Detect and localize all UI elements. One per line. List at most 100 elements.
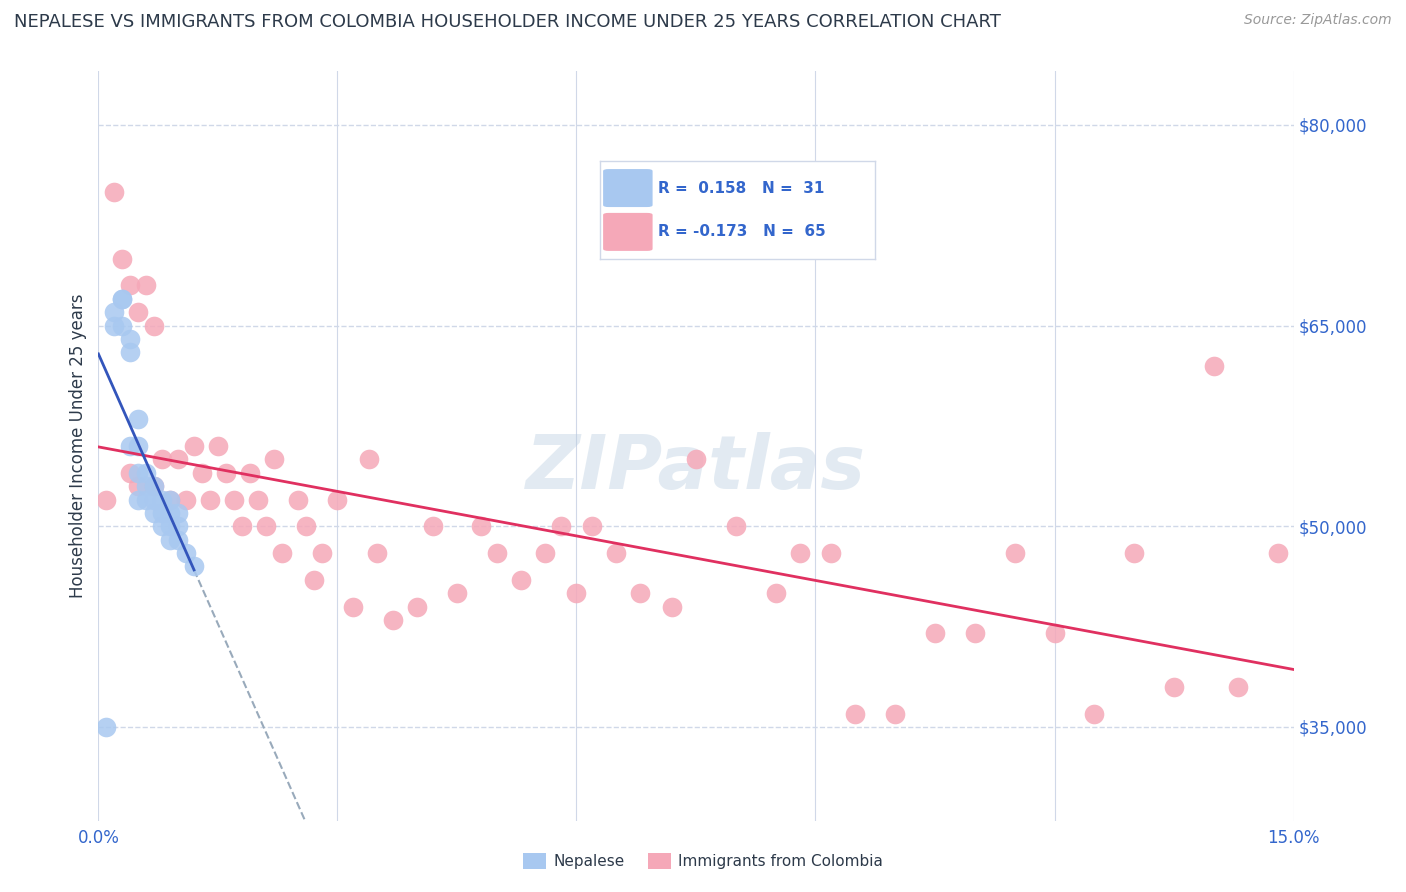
Point [287,492,309,507]
Point [1163,680,1185,694]
Point [120,278,142,293]
Point [565,586,588,600]
Point [294,519,316,533]
Point [103,185,125,199]
Point [1226,680,1249,694]
Point [326,492,349,507]
Point [844,706,866,721]
Point [159,492,181,507]
Point [135,479,157,493]
Point [143,492,166,507]
Point [963,626,986,640]
Point [183,439,205,453]
Point [924,626,946,640]
Point [143,318,166,333]
Point [120,332,142,346]
Point [174,546,197,560]
Point [581,519,603,533]
Point [628,586,651,600]
Point [150,519,173,533]
Point [366,546,388,560]
Point [231,519,253,533]
Point [191,466,214,480]
Point [406,599,429,614]
Point [174,492,197,507]
Point [198,492,221,507]
Point [222,492,245,507]
Point [127,439,149,453]
Point [342,599,364,614]
Point [167,452,190,467]
Point [509,573,531,587]
Point [150,492,173,507]
Point [103,318,125,333]
Point [550,519,572,533]
Point [302,573,325,587]
Point [96,492,118,507]
Point [263,452,285,467]
Point [111,318,134,333]
Point [359,452,381,467]
Point [382,613,405,627]
Point [207,439,229,453]
Point [789,546,811,560]
Point [127,466,149,480]
Point [150,506,173,520]
Point [215,466,238,480]
Point [159,519,181,533]
Point [103,305,125,319]
Text: Source: ZipAtlas.com: Source: ZipAtlas.com [1244,13,1392,28]
Point [422,519,444,533]
Point [143,506,166,520]
Point [127,492,149,507]
Point [270,546,292,560]
Point [1202,359,1225,373]
Point [239,466,262,480]
Point [127,412,149,426]
Point [135,466,157,480]
Point [605,546,627,560]
Point [884,706,907,721]
Point [167,519,190,533]
Y-axis label: Householder Income Under 25 years: Householder Income Under 25 years [69,293,87,599]
Point [120,345,142,359]
Point [1267,546,1289,560]
Point [685,452,707,467]
Point [111,292,134,306]
Point [159,492,181,507]
Point [159,506,181,520]
Point [127,305,149,319]
Point [820,546,842,560]
Point [111,292,134,306]
Point [533,546,555,560]
Point [1004,546,1026,560]
Point [446,586,468,600]
Point [1083,706,1105,721]
Point [135,278,157,293]
Point [724,519,747,533]
Point [470,519,492,533]
Point [111,252,134,266]
Point [1123,546,1146,560]
Point [127,479,149,493]
Point [485,546,508,560]
Point [183,559,205,574]
Point [120,439,142,453]
Point [254,519,277,533]
Point [167,506,190,520]
Point [159,533,181,547]
Point [661,599,683,614]
Point [143,479,166,493]
Point [135,492,157,507]
Point [167,533,190,547]
Point [1043,626,1066,640]
Point [311,546,333,560]
Text: ZIPatlas: ZIPatlas [526,432,866,505]
Legend: Nepalese, Immigrants from Colombia: Nepalese, Immigrants from Colombia [517,847,889,875]
Point [120,466,142,480]
Point [96,720,118,734]
Point [150,452,173,467]
Point [765,586,787,600]
Text: NEPALESE VS IMMIGRANTS FROM COLOMBIA HOUSEHOLDER INCOME UNDER 25 YEARS CORRELATI: NEPALESE VS IMMIGRANTS FROM COLOMBIA HOU… [14,13,1001,31]
Point [143,479,166,493]
